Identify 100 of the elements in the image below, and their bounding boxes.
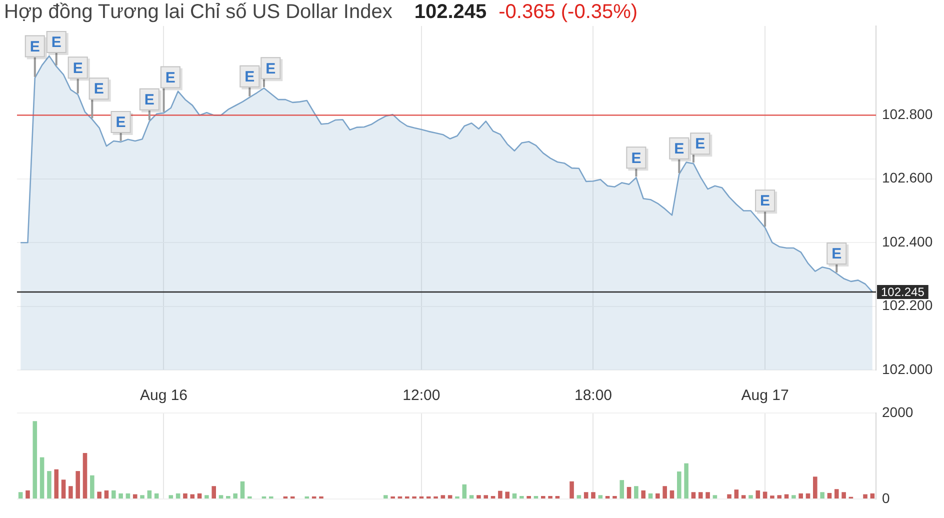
bar — [834, 489, 839, 498]
data-label: E — [244, 68, 255, 86]
bar — [598, 495, 603, 498]
bar — [540, 496, 546, 498]
bar — [97, 492, 102, 498]
y-tick-label: 102.800 — [882, 106, 933, 122]
bar — [842, 492, 846, 498]
bar — [484, 495, 488, 498]
bar — [61, 480, 66, 498]
bar — [684, 463, 688, 498]
bar — [698, 492, 703, 498]
bar — [534, 496, 538, 498]
bar — [140, 495, 144, 498]
bar — [813, 476, 818, 498]
data-label: E — [631, 150, 642, 167]
y-tick-label: 102.600 — [882, 170, 933, 186]
data-label: E — [51, 34, 62, 52]
bar — [656, 493, 660, 498]
bar — [190, 494, 195, 498]
bar — [132, 494, 138, 498]
bar — [448, 495, 452, 498]
bar — [777, 495, 782, 498]
bar — [90, 475, 94, 498]
bar — [548, 496, 552, 498]
bar — [727, 494, 732, 498]
bar — [691, 492, 696, 498]
x-tick-label: Aug 17 — [741, 387, 789, 404]
bar — [505, 492, 510, 498]
bar — [748, 495, 753, 498]
bar — [384, 495, 388, 498]
ref-line-label: 102.245 — [881, 284, 925, 299]
bar — [218, 495, 224, 498]
bar — [18, 492, 23, 498]
bar — [226, 496, 230, 498]
bar — [520, 496, 524, 498]
bar — [104, 490, 109, 498]
bar — [147, 490, 152, 498]
bar — [712, 495, 718, 498]
bar — [126, 493, 130, 498]
bar — [677, 471, 682, 498]
bar — [40, 457, 44, 498]
text: -0.365 (-0.35%) — [498, 1, 638, 23]
bar — [462, 484, 467, 498]
x-tick-label: 18:00 — [574, 387, 612, 404]
bar — [469, 495, 474, 498]
bar — [240, 481, 245, 498]
bar — [570, 481, 574, 498]
data-label: E — [116, 114, 126, 132]
bar — [154, 493, 159, 498]
chart-title: Hợp đồng Tương lai Chỉ số US Dollar Index — [4, 1, 392, 23]
bar — [440, 495, 446, 498]
bar — [111, 490, 116, 498]
data-label: E — [760, 192, 770, 210]
bar — [197, 493, 202, 498]
bar — [634, 486, 638, 498]
y-tick-label: 102.000 — [882, 360, 933, 377]
bar — [68, 486, 73, 498]
bar — [870, 493, 875, 498]
bar — [670, 490, 674, 498]
data-label: E — [695, 136, 706, 153]
bar — [512, 493, 517, 498]
bar — [82, 452, 88, 498]
bar — [47, 471, 52, 498]
bar — [792, 495, 796, 498]
bar — [498, 490, 502, 498]
y-tick-label: 2000 — [882, 404, 914, 420]
data-label: E — [266, 60, 276, 78]
bar — [54, 469, 59, 498]
bar — [183, 493, 188, 498]
data-label: E — [165, 69, 176, 86]
data-label: E — [30, 38, 40, 56]
bar — [734, 490, 739, 498]
bar — [756, 490, 760, 498]
bar — [662, 486, 667, 498]
y-tick-label: 102.400 — [882, 233, 933, 250]
bar — [555, 496, 560, 498]
bar — [863, 494, 868, 498]
data-label: E — [832, 246, 842, 263]
bar — [605, 496, 610, 498]
bar — [612, 496, 617, 498]
bar — [118, 493, 123, 498]
bar — [26, 490, 30, 498]
bar — [576, 495, 582, 498]
bar — [168, 495, 174, 498]
bar — [706, 492, 710, 498]
bar — [32, 421, 38, 498]
data-label: E — [144, 92, 154, 109]
bar — [762, 492, 768, 498]
y-tick-label: 102.200 — [882, 297, 933, 314]
data-label: E — [94, 80, 104, 98]
bar — [233, 493, 238, 498]
bar — [770, 496, 774, 498]
bar — [490, 496, 496, 498]
bar — [741, 495, 746, 498]
bar — [648, 493, 653, 498]
x-tick-label: Aug 16 — [140, 387, 188, 404]
bar — [620, 480, 624, 498]
data-label: E — [674, 140, 684, 158]
x-tick-label: 12:00 — [402, 387, 440, 404]
bar — [641, 490, 646, 498]
